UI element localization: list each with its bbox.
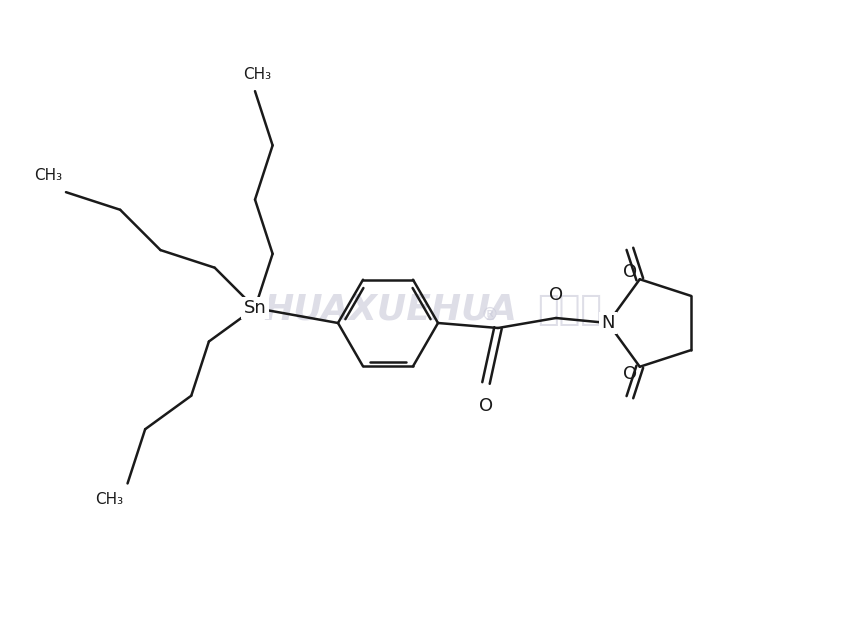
- Text: CH₃: CH₃: [95, 493, 123, 507]
- Text: N: N: [601, 314, 615, 332]
- Text: O: O: [549, 286, 563, 304]
- Text: ®: ®: [481, 306, 499, 324]
- Text: HUAXUEHUA: HUAXUEHUA: [263, 293, 517, 327]
- Text: O: O: [623, 263, 637, 281]
- Text: CH₃: CH₃: [34, 168, 62, 183]
- Text: 化学加: 化学加: [537, 293, 603, 327]
- Text: O: O: [479, 397, 493, 415]
- Text: CH₃: CH₃: [243, 67, 271, 82]
- Text: Sn: Sn: [244, 299, 266, 317]
- Text: O: O: [623, 365, 637, 383]
